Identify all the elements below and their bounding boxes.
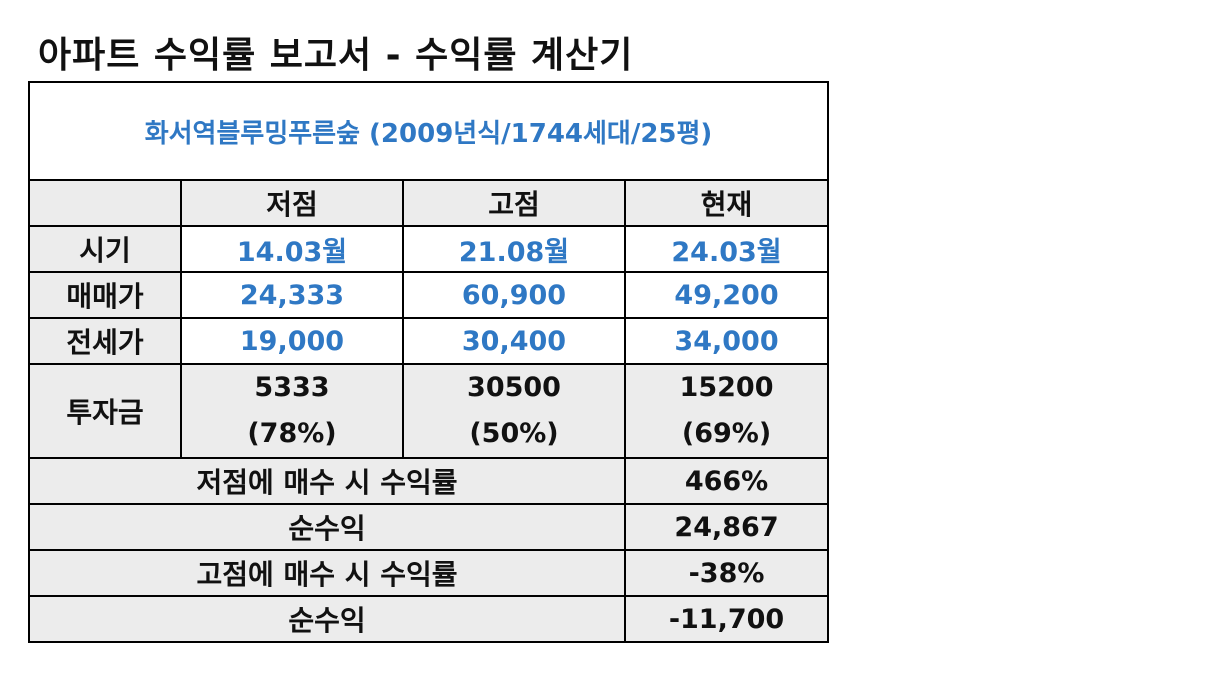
investment-high: 30500 (50%) — [402, 363, 626, 459]
low-profit-label: 순수익 — [28, 503, 626, 551]
jeonse-price-row: 전세가 19,000 30,400 34,000 — [28, 317, 830, 365]
low-profit-value: 24,867 — [623, 503, 830, 551]
investment-low-amount: 5333 — [254, 372, 330, 403]
column-header-current: 현재 — [623, 179, 830, 227]
sale-price-low: 24,333 — [180, 271, 404, 319]
column-header-high: 고점 — [402, 179, 626, 227]
period-current: 24.03월 — [623, 225, 830, 273]
high-return-label: 고점에 매수 시 수익률 — [28, 549, 626, 597]
high-profit-value: -11,700 — [623, 595, 830, 643]
investment-high-ratio: (50%) — [469, 418, 559, 449]
period-row: 시기 14.03월 21.08월 24.03월 — [28, 225, 830, 273]
column-header-low: 저점 — [180, 179, 404, 227]
page-title: 아파트 수익률 보고서 - 수익률 계산기 — [38, 35, 634, 76]
apartment-name-row: 화서역블루밍푸른숲 (2009년식/1744세대/25평) — [27, 81, 830, 181]
jeonse-price-high: 30,400 — [402, 317, 626, 365]
high-profit-label: 순수익 — [28, 595, 626, 643]
high-return-value: -38% — [623, 549, 830, 597]
row-label-sale-price: 매매가 — [28, 271, 182, 319]
jeonse-price-low: 19,000 — [180, 317, 404, 365]
period-high: 21.08월 — [402, 225, 626, 273]
investment-low: 5333 (78%) — [180, 363, 404, 459]
investment-high-amount: 30500 — [467, 372, 561, 403]
row-label-period: 시기 — [28, 225, 182, 273]
period-low: 14.03월 — [180, 225, 404, 273]
low-return-label: 저점에 매수 시 수익률 — [28, 457, 626, 505]
sale-price-high: 60,900 — [402, 271, 626, 319]
corner-cell — [28, 179, 182, 227]
return-report-table: 화서역블루밍푸른숲 (2009년식/1744세대/25평) 저점 고점 현재 시… — [27, 81, 830, 643]
investment-current-ratio: (69%) — [681, 418, 772, 449]
low-return-row: 저점에 매수 시 수익률 466% — [28, 457, 830, 505]
low-profit-row: 순수익 24,867 — [28, 503, 830, 551]
investment-row: 투자금 5333 (78%) 30500 (50%) 15200 (69%) — [28, 363, 830, 459]
sale-price-row: 매매가 24,333 60,900 49,200 — [28, 271, 830, 319]
column-header-row: 저점 고점 현재 — [28, 179, 830, 227]
apartment-name: 화서역블루밍푸른숲 (2009년식/1744세대/25평) — [27, 81, 830, 181]
low-return-value: 466% — [623, 457, 830, 505]
jeonse-price-current: 34,000 — [623, 317, 830, 365]
investment-current-amount: 15200 — [679, 372, 774, 403]
high-return-row: 고점에 매수 시 수익률 -38% — [28, 549, 830, 597]
investment-current: 15200 (69%) — [623, 363, 830, 459]
high-profit-row: 순수익 -11,700 — [28, 595, 830, 643]
row-label-jeonse-price: 전세가 — [28, 317, 182, 365]
sale-price-current: 49,200 — [623, 271, 830, 319]
row-label-investment: 투자금 — [28, 363, 182, 459]
investment-low-ratio: (78%) — [247, 418, 337, 449]
